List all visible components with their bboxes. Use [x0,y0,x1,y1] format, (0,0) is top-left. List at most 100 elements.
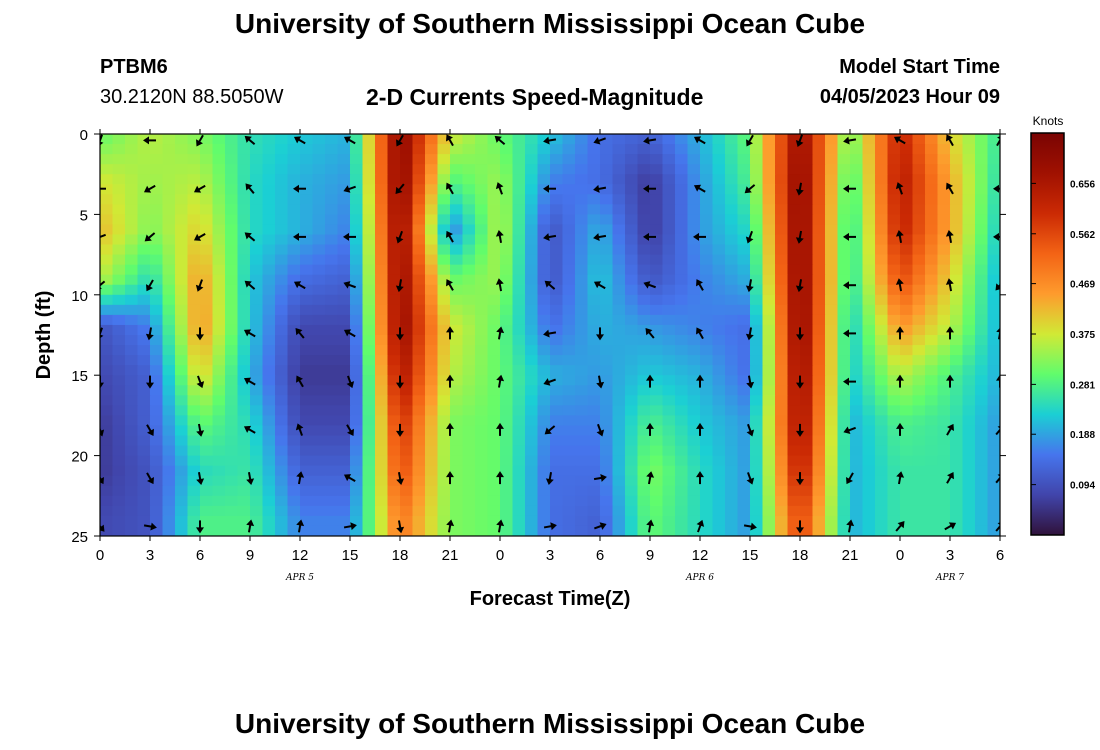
heat-cell [862,154,876,165]
heat-cell [262,385,276,396]
heat-cell [337,244,351,256]
heat-cell [775,244,789,256]
heat-cell [462,395,476,406]
heat-cell [750,244,764,256]
heat-cell [725,475,739,487]
heat-cell [912,415,926,427]
heat-cell [137,385,151,396]
heat-cell [937,214,951,226]
heat-cell [375,284,389,296]
heat-cell [312,294,326,306]
heat-cell [400,284,414,296]
heat-cell [750,515,764,527]
heat-cell [462,254,476,266]
heat-cell [425,154,439,165]
heat-cell [637,174,651,185]
footer-title: University of Southern Mississippi Ocean… [234,708,866,739]
heat-cell [112,355,126,366]
heat-cell [287,164,301,175]
current-arrow [496,374,505,388]
heat-cell [725,525,739,536]
heat-cell [775,395,789,406]
heat-cell [625,435,639,447]
heat-cell [387,525,401,536]
heat-cell [337,194,351,205]
heat-cell [775,525,789,536]
heat-cell [987,445,1000,457]
heat-cell [325,505,339,517]
heat-cell [100,154,114,165]
heat-cell [400,365,414,376]
heat-cell [375,435,389,447]
heat-cell [900,224,914,236]
heat-cell [212,234,226,246]
heat-cell [100,224,114,236]
heat-cell [250,335,264,346]
heat-cell [887,224,901,236]
heat-cell [250,164,264,175]
heat-cell [437,274,451,286]
heat-cell [362,465,376,477]
heat-cell [487,345,501,356]
heat-cell [712,304,726,316]
heat-cell [300,385,314,396]
heat-cell [150,194,164,205]
heat-cell [437,174,451,185]
heat-cell [762,324,776,336]
heat-cell [725,485,739,497]
heat-cell [525,304,539,316]
heat-cell [787,304,801,316]
heat-cell [887,355,901,366]
heat-cell [550,405,564,416]
heat-cell [837,274,851,286]
heat-cell [437,425,451,437]
heat-cell [487,254,501,266]
heat-cell [612,254,626,266]
heat-cell [775,335,789,346]
heat-cell [787,154,801,165]
current-arrow [796,520,804,534]
heat-cell [100,204,114,215]
heat-cell [537,475,551,487]
heat-cell [662,445,676,457]
heat-cell [675,184,689,195]
heat-cell [250,264,264,276]
heat-cell [287,425,301,437]
heat-cell [125,164,139,175]
heat-cell [262,455,276,467]
heat-cell [575,284,589,296]
heat-cell [412,244,426,256]
heat-cell [962,154,976,165]
heat-cell [375,214,389,226]
heat-cell [375,485,389,497]
heat-cell [187,274,201,286]
heat-cell [700,425,714,437]
heat-cell [825,254,839,266]
heat-cell [387,184,401,195]
heat-cell [350,224,364,236]
heat-cell [600,254,614,266]
heat-cell [250,525,264,536]
heat-cell [725,505,739,517]
heat-cell [962,505,976,517]
heat-cell [287,154,301,165]
heat-cell [475,345,489,356]
heat-cell [175,505,189,517]
heat-cell [100,385,114,396]
heat-cell [712,485,726,497]
y-tick-label: 20 [71,449,88,466]
heat-cell [187,455,201,467]
heat-cell [525,525,539,536]
heat-cell [212,515,226,527]
heat-cell [575,144,589,155]
heat-cell [500,345,514,356]
heat-cell [325,405,339,416]
heat-cell [325,485,339,497]
heat-cell [187,425,201,437]
heat-cell [200,525,214,536]
heat-cell [925,415,939,427]
heat-cell [200,244,214,256]
heat-cell [212,274,226,286]
heat-cell [800,435,814,447]
heat-cell [787,254,801,266]
